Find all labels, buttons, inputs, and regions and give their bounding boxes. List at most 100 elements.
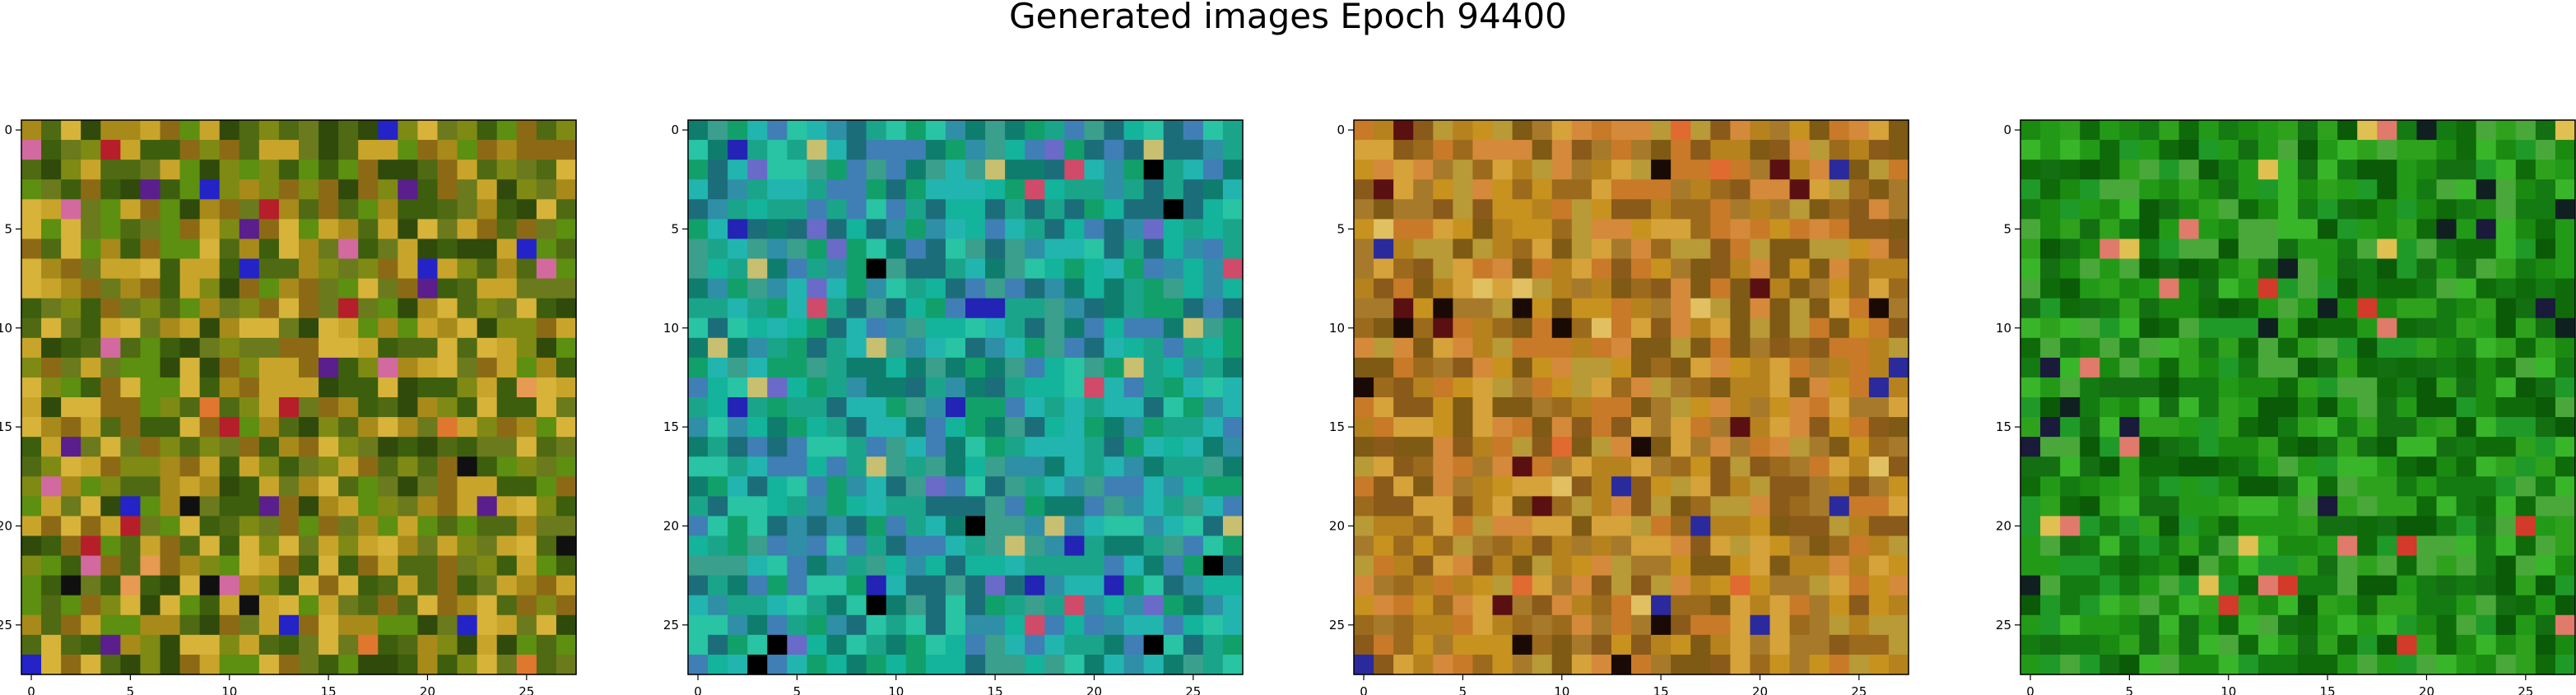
pixel-cell [1750, 397, 1771, 418]
pixel-cell [2119, 575, 2141, 596]
pixel-cell [2060, 496, 2081, 517]
pixel-cell [2020, 337, 2041, 359]
pixel-cell [1123, 437, 1145, 457]
pixel-cell [417, 595, 439, 616]
pixel-cell [358, 160, 379, 180]
pixel-cell [1690, 476, 1711, 497]
pixel-cell [1710, 357, 1731, 378]
pixel-cell [886, 575, 907, 596]
pixel-cell [2337, 614, 2358, 636]
pixel-cell [2476, 239, 2497, 260]
x-tick-label: 0 [27, 684, 35, 695]
pixel-cell [985, 456, 1006, 477]
pixel-cell [945, 199, 966, 220]
pixel-cell [2555, 258, 2576, 280]
pixel-cell [2456, 239, 2477, 260]
pixel-cell [1472, 595, 1494, 616]
pixel-cell [61, 199, 81, 220]
pixel-cell [2298, 595, 2318, 616]
pixel-cell [496, 535, 518, 557]
pixel-cell [1143, 555, 1165, 577]
pixel-cell [866, 199, 887, 220]
pixel-cell [807, 614, 828, 636]
pixel-cell [708, 219, 728, 240]
pixel-cell [536, 160, 557, 180]
pixel-cell [1631, 417, 1652, 438]
pixel-cell [1611, 634, 1632, 656]
pixel-cell [2198, 456, 2220, 477]
pixel-cell [1690, 417, 1711, 438]
pixel-cell [258, 219, 280, 240]
pixel-cell [2416, 535, 2438, 557]
pixel-cell [338, 160, 359, 180]
pixel-cell [1809, 575, 1830, 596]
pixel-cell [2238, 417, 2259, 438]
pixel-cell [1888, 140, 1909, 160]
pixel-cell [905, 476, 927, 497]
pixel-cell [258, 140, 280, 160]
pixel-cell [2020, 456, 2041, 477]
pixel-cell [496, 575, 518, 596]
pixel-cell [1651, 179, 1672, 200]
pixel-cell [1025, 179, 1045, 200]
pixel-cell [767, 219, 788, 240]
pixel-cell [1512, 239, 1533, 260]
pixel-cell [1413, 179, 1434, 200]
pixel-cell [807, 317, 828, 339]
pixel-cell [2377, 595, 2397, 616]
pixel-cell [747, 397, 768, 418]
pixel-cell [1123, 337, 1145, 359]
pixel-cell [1631, 199, 1652, 220]
pixel-cell [2178, 634, 2200, 656]
pixel-cell [1809, 397, 1830, 418]
pixel-cell [378, 397, 398, 418]
pixel-cell [886, 496, 907, 517]
pixel-cell [1472, 377, 1494, 398]
pixel-cell [1472, 298, 1494, 319]
pixel-cell [338, 278, 359, 299]
pixel-cell [61, 634, 81, 656]
pixel-cell [1591, 456, 1612, 477]
pixel-cell [1163, 377, 1184, 398]
pixel-cell [477, 516, 498, 537]
pixel-cell [1143, 160, 1165, 180]
pixel-cell [61, 298, 81, 319]
pixel-cell [1453, 298, 1474, 319]
pixel-cell [1512, 634, 1533, 656]
pixel-cell [1104, 120, 1125, 141]
pixel-cell [1374, 258, 1394, 280]
pixel-cell [2515, 535, 2536, 557]
pixel-cell [1143, 535, 1165, 557]
pixel-cell [2277, 258, 2299, 280]
pixel-cell [258, 417, 280, 438]
pixel-cell [1888, 437, 1909, 457]
pixel-cell [1591, 199, 1612, 220]
pixel-cell [2218, 496, 2239, 517]
pixel-cell [1005, 160, 1025, 180]
pixel-cell [1492, 258, 1514, 280]
pixel-cell [1163, 179, 1184, 200]
pixel-cell [2298, 417, 2318, 438]
pixel-cell [258, 160, 280, 180]
pixel-cell [1222, 357, 1244, 378]
pixel-cell [1084, 120, 1105, 141]
pixel-cell [2257, 179, 2279, 200]
pixel-cell [2020, 654, 2041, 675]
pixel-cell [688, 239, 709, 260]
pixel-cell [2555, 595, 2576, 616]
pixel-cell [2218, 278, 2239, 299]
pixel-cell [536, 337, 557, 359]
pixel-cell [2555, 437, 2576, 457]
pixel-cell [708, 179, 728, 200]
pixel-cell [2318, 120, 2338, 141]
pixel-cell [1868, 516, 1890, 537]
pixel-cell [1551, 516, 1573, 537]
pixel-cell [2476, 614, 2497, 636]
pixel-cell [2277, 555, 2299, 577]
pixel-cell [219, 258, 240, 280]
pixel-cell [1393, 437, 1414, 457]
pixel-cell [2198, 199, 2220, 220]
pixel-cell [728, 476, 748, 497]
pixel-cell [1591, 535, 1612, 557]
pixel-cell [338, 258, 359, 280]
